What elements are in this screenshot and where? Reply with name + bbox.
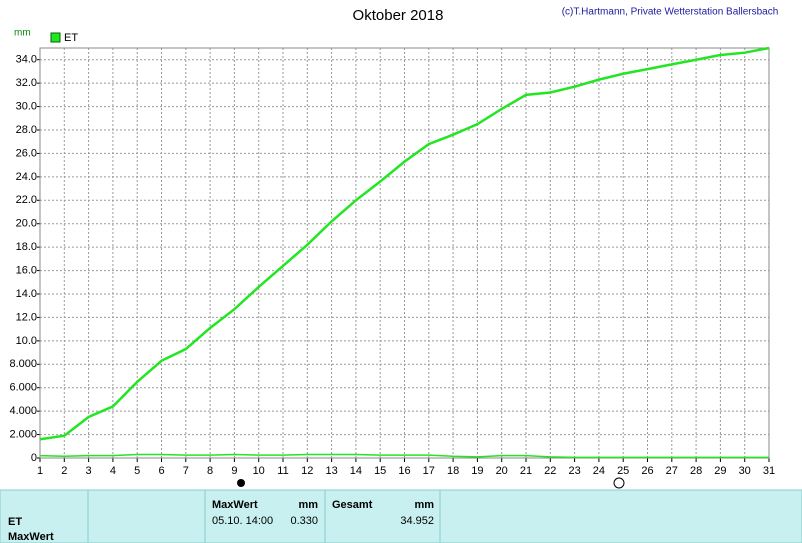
table-bg — [0, 489, 802, 543]
legend-swatch — [50, 32, 61, 43]
x-tick-label: 17 — [423, 465, 435, 477]
x-tick-label: 26 — [641, 465, 653, 477]
y-tick-label: 4.000 — [9, 405, 37, 417]
x-tick-label: 4 — [110, 465, 116, 477]
row-label: MaxWert — [8, 531, 54, 543]
y-tick-label: 14.0 — [16, 288, 37, 300]
y-tick-label: 18.0 — [16, 241, 37, 253]
x-tick-label: 2 — [61, 465, 67, 477]
x-tick-label: 24 — [593, 465, 605, 477]
value: 0.330 — [290, 515, 318, 527]
y-tick-label: 6.000 — [9, 382, 37, 394]
x-tick-label: 9 — [231, 465, 237, 477]
x-tick-label: 13 — [325, 465, 337, 477]
y-tick-label: 16.0 — [16, 264, 37, 276]
x-tick-label: 8 — [207, 465, 213, 477]
legend-label: ET — [64, 32, 78, 44]
x-tick-label: 28 — [690, 465, 702, 477]
value: 34.952 — [400, 515, 434, 527]
y-tick-label: 2.000 — [9, 428, 37, 440]
x-tick-label: 15 — [374, 465, 386, 477]
y-tick-label: 32.0 — [16, 77, 37, 89]
moon-icon — [613, 477, 625, 489]
y-tick-label: 22.0 — [16, 194, 37, 206]
series-line — [39, 453, 769, 459]
x-tick-label: 5 — [134, 465, 140, 477]
x-tick-label: 31 — [763, 465, 775, 477]
y-tick-label: 30.0 — [16, 100, 37, 112]
x-tick-label: 22 — [544, 465, 556, 477]
series-line — [39, 46, 770, 441]
unit: mm — [298, 499, 318, 511]
header: MaxWert — [212, 499, 258, 511]
y-tick-label: 0 — [31, 452, 37, 464]
unit: mm — [414, 499, 434, 511]
y-tick-label: 12.0 — [16, 311, 37, 323]
chart-title: Oktober 2018 — [353, 7, 444, 24]
y-tick-label: 24.0 — [16, 171, 37, 183]
x-tick-label: 20 — [496, 465, 508, 477]
moon-icon — [237, 479, 245, 487]
x-tick-label: 16 — [398, 465, 410, 477]
table: ET MaxWert MaxWert mm 05.10. 14:00 0.330… — [0, 489, 802, 543]
x-tick-label: 18 — [447, 465, 459, 477]
date: 05.10. 14:00 — [212, 515, 273, 527]
y-tick-label: 34.0 — [16, 54, 37, 66]
x-tick-label: 27 — [666, 465, 678, 477]
y-tick-label: 10.0 — [16, 335, 37, 347]
y-tick-label: 20.0 — [16, 218, 37, 230]
legend: ET — [50, 32, 78, 44]
x-tick-label: 10 — [253, 465, 265, 477]
x-tick-label: 7 — [183, 465, 189, 477]
x-tick-label: 12 — [301, 465, 313, 477]
x-tick-label: 14 — [350, 465, 362, 477]
plot-area — [39, 47, 770, 459]
row-label: ET — [8, 516, 22, 528]
x-tick-label: 6 — [158, 465, 164, 477]
y-tick-label: 8.000 — [9, 358, 37, 370]
x-tick-label: 23 — [568, 465, 580, 477]
x-tick-label: 21 — [520, 465, 532, 477]
y-tick-label: 26.0 — [16, 147, 37, 159]
x-tick-label: 29 — [714, 465, 726, 477]
y-unit: mm — [14, 28, 31, 39]
x-tick-label: 11 — [277, 465, 288, 477]
x-tick-label: 1 — [37, 465, 43, 477]
x-tick-label: 25 — [617, 465, 629, 477]
header: Gesamt — [332, 499, 373, 511]
credit: (c)T.Hartmann, Private Wetterstation Bal… — [562, 7, 779, 18]
x-tick-label: 30 — [739, 465, 751, 477]
y-tick-label: 28.0 — [16, 124, 37, 136]
x-tick-label: 3 — [86, 465, 92, 477]
x-tick-label: 19 — [471, 465, 483, 477]
